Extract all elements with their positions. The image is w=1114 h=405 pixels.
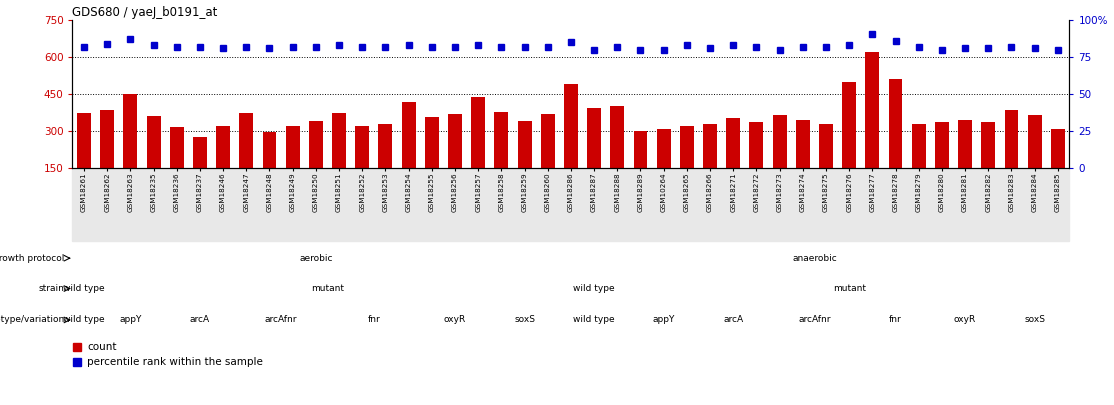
Text: soxS: soxS xyxy=(514,315,535,324)
Bar xyxy=(750,122,763,168)
Text: count: count xyxy=(87,342,117,352)
Bar xyxy=(169,127,184,168)
Bar xyxy=(866,52,879,168)
Bar xyxy=(495,112,508,168)
Bar xyxy=(726,117,740,168)
Text: wild type: wild type xyxy=(63,315,105,324)
Bar xyxy=(1028,115,1042,168)
Text: anaerobic: anaerobic xyxy=(792,254,837,263)
Bar xyxy=(540,114,555,168)
Bar xyxy=(842,82,857,168)
Text: genotype/variation: genotype/variation xyxy=(0,315,65,324)
Text: arcAfnr: arcAfnr xyxy=(265,315,297,324)
Text: fnr: fnr xyxy=(889,315,902,324)
Bar xyxy=(703,124,717,168)
Text: arcA: arcA xyxy=(723,315,743,324)
Text: oxyR: oxyR xyxy=(954,315,976,324)
Text: arcAfnr: arcAfnr xyxy=(798,315,831,324)
Bar xyxy=(193,137,207,168)
Bar xyxy=(216,126,231,168)
Bar xyxy=(285,126,300,168)
Bar xyxy=(355,126,369,168)
Bar xyxy=(773,115,786,168)
Text: soxS: soxS xyxy=(1024,315,1045,324)
Text: oxyR: oxyR xyxy=(443,315,466,324)
Bar xyxy=(958,120,973,168)
Text: appY: appY xyxy=(653,315,675,324)
Bar xyxy=(100,110,114,168)
Bar xyxy=(819,124,833,168)
Bar xyxy=(889,79,902,168)
Bar xyxy=(424,117,439,168)
Bar xyxy=(518,121,531,168)
Text: wild type: wild type xyxy=(63,284,105,293)
Text: aerobic: aerobic xyxy=(300,254,333,263)
Text: strain: strain xyxy=(39,284,65,293)
Bar xyxy=(935,122,949,168)
Text: appY: appY xyxy=(119,315,141,324)
Text: arcA: arcA xyxy=(189,315,211,324)
Text: growth protocol: growth protocol xyxy=(0,254,65,263)
Bar xyxy=(332,113,346,168)
Bar xyxy=(309,121,323,168)
Text: mutant: mutant xyxy=(311,284,344,293)
Bar xyxy=(124,94,137,168)
Bar xyxy=(240,113,253,168)
Text: mutant: mutant xyxy=(832,284,866,293)
Bar xyxy=(680,126,694,168)
Bar xyxy=(147,116,160,168)
Bar xyxy=(402,102,416,168)
Text: wild type: wild type xyxy=(574,315,615,324)
Text: GDS680 / yaeJ_b0191_at: GDS680 / yaeJ_b0191_at xyxy=(72,6,217,19)
Bar xyxy=(657,129,671,168)
Bar xyxy=(610,107,624,168)
Bar xyxy=(587,108,602,168)
Bar xyxy=(471,97,485,168)
Bar xyxy=(564,84,578,168)
Bar xyxy=(448,114,462,168)
Bar xyxy=(634,131,647,168)
Bar xyxy=(911,124,926,168)
Bar xyxy=(77,113,91,168)
Bar xyxy=(795,120,810,168)
Bar xyxy=(263,132,276,168)
Text: percentile rank within the sample: percentile rank within the sample xyxy=(87,356,263,367)
Bar xyxy=(981,122,995,168)
Bar xyxy=(1051,129,1065,168)
Text: wild type: wild type xyxy=(574,284,615,293)
Bar xyxy=(1005,110,1018,168)
Text: fnr: fnr xyxy=(368,315,380,324)
Bar xyxy=(379,124,392,168)
